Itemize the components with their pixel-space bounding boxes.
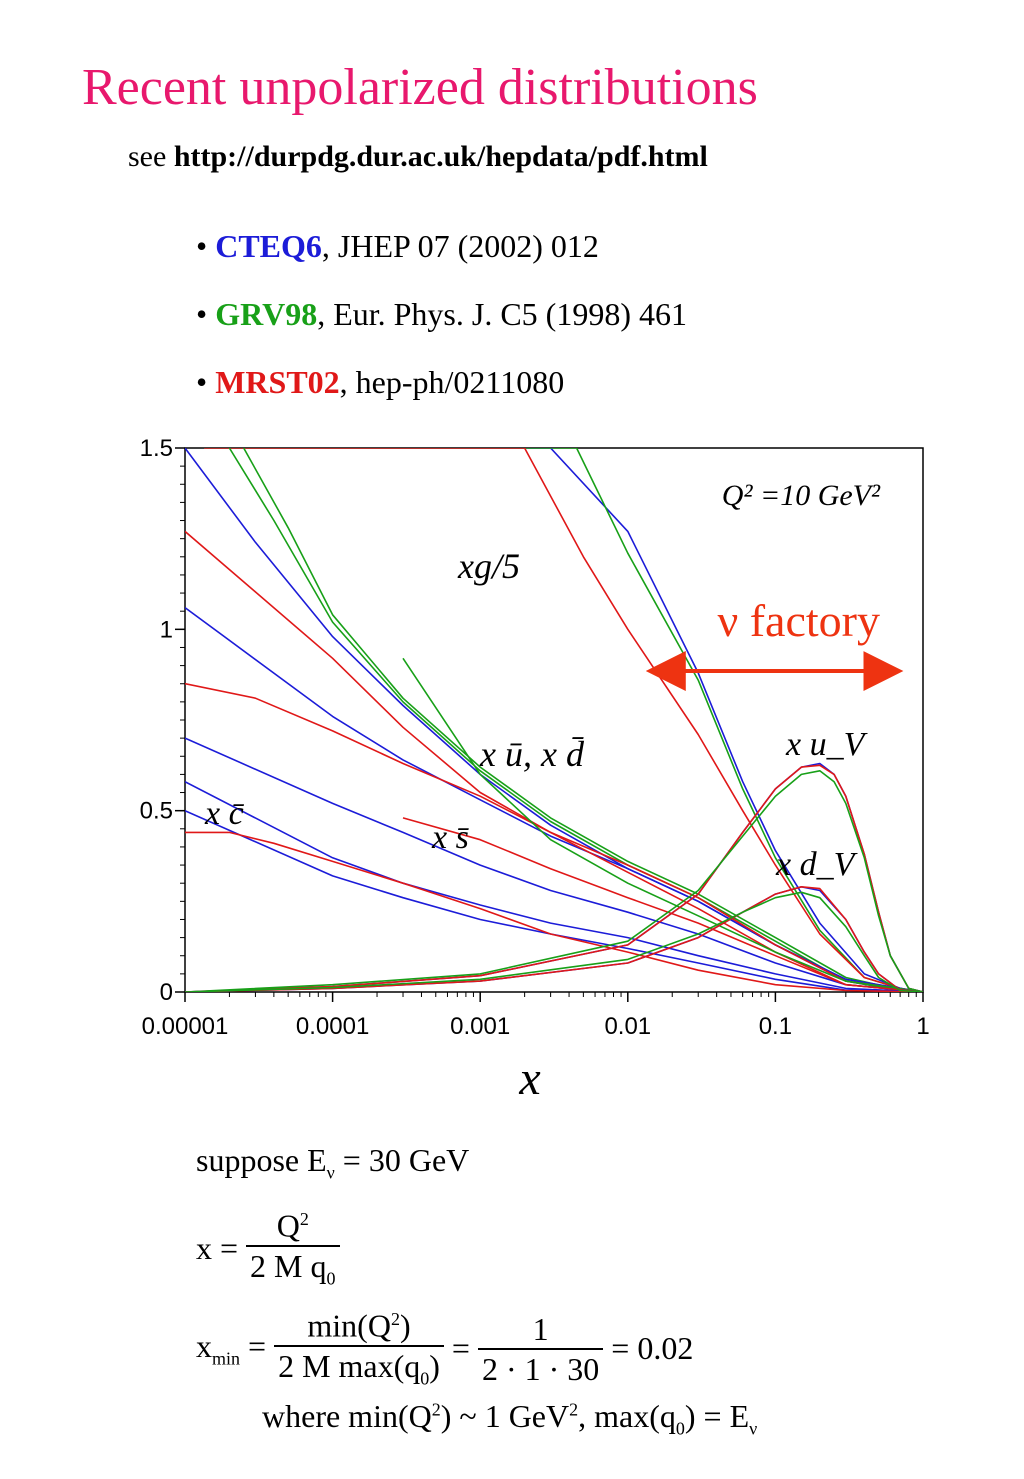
factory-label: ν factory: [717, 595, 880, 646]
eq-text: ) = E: [684, 1398, 750, 1434]
equation-where: where min(Q2) ~ 1 GeV2, max(q0) = Eν: [262, 1398, 757, 1439]
bullet: •: [196, 228, 208, 264]
eq-text: x =: [196, 1230, 239, 1267]
eq-sup: 2: [390, 1309, 400, 1329]
eq-text: 1: [477, 1310, 604, 1350]
eq-text: x: [196, 1327, 212, 1364]
eq-text: ): [429, 1347, 440, 1384]
curve-mrst02: [402, 817, 923, 992]
fraction: min(Q2) 2 M max(q0): [274, 1300, 444, 1397]
curve-cteq6: [185, 780, 923, 992]
equation-suppose: suppose Eν = 30 GeV: [196, 1142, 469, 1183]
eq-text: ) ~ 1 GeV: [440, 1398, 570, 1434]
curve-grv98: [185, 769, 923, 992]
eq-sub: min: [212, 1348, 241, 1369]
curve-cteq6: [185, 737, 923, 992]
axes: 0 0.5 1 1.5 0.00001 0.0001 0.001 0.01 0.1 1: [140, 435, 930, 1040]
reference-name: GRV98: [215, 296, 318, 332]
curve-cteq6: [185, 809, 923, 992]
x-tick-label: 0.01: [604, 1013, 651, 1040]
curve-grv98: [204, 448, 923, 992]
eq-sup: 2: [431, 1399, 441, 1420]
eq-text: 2 M max(q: [278, 1347, 421, 1384]
eq-text: =: [451, 1330, 470, 1367]
curve-label-gluon: xg/5: [457, 546, 520, 586]
curve-mrst02: [185, 831, 923, 992]
curve-label-charm: x c̄: [204, 795, 245, 832]
page-title: Recent unpolarized distributions: [82, 59, 758, 116]
eq-text: , max(q: [578, 1398, 676, 1434]
x-tick-label: 0.00001: [142, 1013, 229, 1040]
x-tick-label: 0.1: [759, 1013, 792, 1040]
q2-annotation: Q² =10 GeV²: [722, 479, 881, 512]
fraction: 1 2 · 1 · 30: [477, 1310, 604, 1388]
x-tick-label: 0.001: [450, 1013, 510, 1040]
curve-label-sea: x ū, x d̄: [479, 734, 585, 774]
curve-label-strange: x s̄: [431, 819, 470, 856]
curve-mrst02: [185, 885, 923, 992]
eq-text: where min(Q: [262, 1398, 432, 1434]
eq-sup: 2: [569, 1399, 579, 1420]
equation-x: x = Q2 2 M q0: [196, 1200, 340, 1297]
reference-citation: , hep-ph/0211080: [339, 364, 565, 400]
bullet: •: [196, 364, 208, 400]
eq-text: 2 M q: [250, 1247, 327, 1284]
pdf-chart: 0 0.5 1 1.5 0.00001 0.0001 0.001 0.01 0.1 1 Q² =1…: [140, 435, 930, 1105]
eq-text: suppose E: [196, 1142, 327, 1178]
curve-cteq6: [185, 885, 923, 992]
x-tick-label: 0.0001: [296, 1013, 369, 1040]
reference-name: CTEQ6: [215, 228, 322, 264]
see-prefix: see: [128, 140, 167, 173]
curve-grv98: [243, 448, 923, 992]
reference-item: • GRV98, Eur. Phys. J. C5 (1998) 461: [196, 296, 687, 333]
eq-text: = 30 GeV: [334, 1142, 470, 1178]
x-axis-title: x: [518, 1052, 540, 1105]
curve-mrst02: [204, 448, 923, 992]
curve-label-dv: x d_V: [775, 846, 859, 883]
source-url[interactable]: http://durpdg.dur.ac.uk/hepdata/pdf.html: [173, 140, 708, 173]
eq-sub: 0: [420, 1368, 430, 1389]
eq-text: =: [240, 1327, 267, 1364]
y-tick-label: 1: [160, 616, 173, 643]
curve-grv98: [185, 891, 923, 992]
eq-text: 2 · 1 · 30: [481, 1350, 600, 1387]
x-tick-label: 1: [916, 1013, 929, 1040]
curve-grv98: [402, 657, 923, 992]
fraction: Q2 2 M q0: [246, 1200, 340, 1297]
curve-mrst02: [185, 530, 923, 992]
reference-citation: , Eur. Phys. J. C5 (1998) 461: [317, 296, 687, 332]
curve-mrst02: [185, 682, 923, 992]
curve-label-uv: x u_V: [785, 726, 869, 763]
reference-item: • CTEQ6, JHEP 07 (2002) 012: [196, 228, 599, 265]
eq-text: Q: [276, 1207, 300, 1244]
curve-grv98: [228, 448, 923, 992]
eq-text: ): [399, 1307, 411, 1344]
y-tick-label: 1.5: [140, 435, 173, 462]
eq-sub: 0: [326, 1268, 336, 1289]
eq-text: = 0.02: [611, 1330, 694, 1367]
equation-xmin: xmin = min(Q2) 2 M max(q0) = 1 2 · 1 · 3…: [196, 1300, 693, 1397]
reference-name: MRST02: [215, 364, 340, 400]
reference-citation: , JHEP 07 (2002) 012: [321, 228, 599, 264]
see-line: see http://durpdg.dur.ac.uk/hepdata/pdf.…: [128, 140, 708, 174]
y-tick-label: 0: [160, 979, 173, 1006]
eq-sub: ν: [326, 1162, 335, 1183]
eq-sub: 0: [675, 1418, 685, 1439]
eq-sup: 2: [299, 1209, 309, 1229]
curves: [185, 448, 923, 992]
curve-cteq6: [204, 448, 923, 992]
y-tick-label: 0.5: [140, 798, 173, 825]
eq-text: min(Q: [307, 1307, 391, 1344]
bullet: •: [196, 296, 208, 332]
eq-sub: ν: [749, 1418, 758, 1439]
reference-item: • MRST02, hep-ph/0211080: [196, 364, 564, 401]
